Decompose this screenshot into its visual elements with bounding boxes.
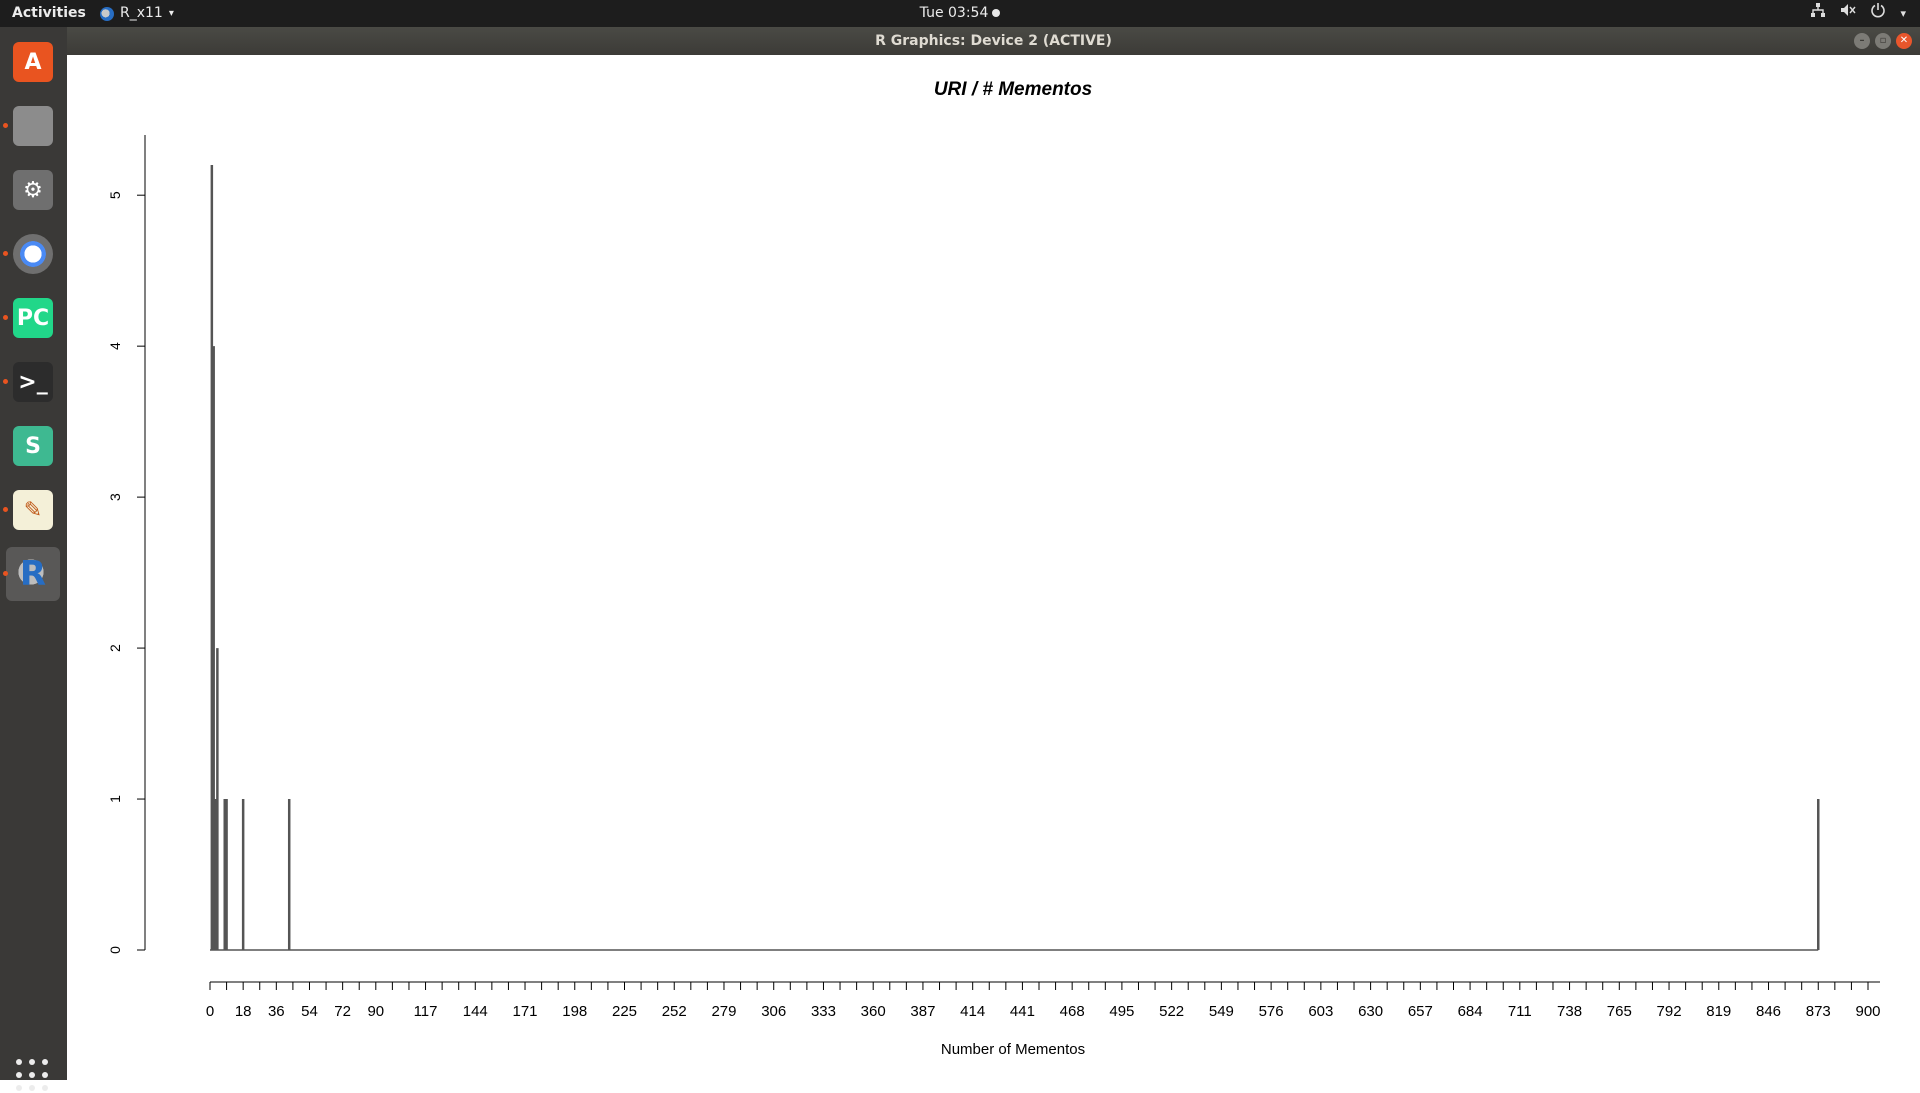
show-applications-icon[interactable] — [14, 1057, 50, 1093]
x-tick-label: 738 — [1557, 1003, 1582, 1020]
x-tick-label: 387 — [910, 1003, 935, 1020]
x-tick-label: 279 — [711, 1003, 736, 1020]
dock-item-chromium[interactable] — [3, 227, 60, 281]
x-tick-label: 900 — [1855, 1003, 1880, 1020]
x-tick-label: 495 — [1109, 1003, 1134, 1020]
running-indicator-icon — [3, 507, 8, 512]
histogram-chart: URI / # Mementos 0 1 2 3 4 5 0 18 36 54 72 90 117 144 1… — [107, 79, 1881, 1058]
x-tick-label: 252 — [662, 1003, 687, 1020]
window-title: R Graphics: Device 2 (ACTIVE) — [875, 33, 1112, 49]
ubuntu-software-icon: A — [13, 42, 53, 82]
network-icon[interactable] — [1810, 0, 1826, 27]
x-tick-label: 18 — [235, 1003, 252, 1020]
close-icon[interactable]: ✕ — [1896, 33, 1912, 49]
dock-item-terminal[interactable]: >_ — [3, 355, 60, 409]
x-tick-label: 72 — [334, 1003, 351, 1020]
dock-item-text-editor[interactable]: ✎ — [3, 483, 60, 537]
x-axis-label: Number of Mementos — [941, 1041, 1085, 1058]
x-tick-label: 873 — [1806, 1003, 1831, 1020]
x-tick-label: 711 — [1508, 1003, 1532, 1020]
pycharm-icon: PC — [13, 298, 53, 338]
x-tick-label: 333 — [811, 1003, 836, 1020]
y-tick-label: 1 — [107, 795, 123, 803]
power-icon[interactable] — [1870, 0, 1886, 27]
slack-icon: S — [13, 426, 53, 466]
running-indicator-icon — [3, 315, 8, 320]
running-indicator-icon — [3, 251, 8, 256]
running-indicator-icon — [3, 379, 8, 384]
top-bar: Activities R_x11 ▾ Tue 03:54 ▾ — [0, 0, 1920, 27]
dock-item-pycharm[interactable]: PC — [3, 291, 60, 345]
y-tick-label: 0 — [107, 946, 123, 954]
x-tick-label: 846 — [1756, 1003, 1781, 1020]
app-menu-label: R_x11 — [120, 5, 163, 21]
x-tick-label: 117 — [414, 1003, 438, 1020]
x-tick-label: 684 — [1458, 1003, 1483, 1020]
x-tick-label: 549 — [1209, 1003, 1234, 1020]
x-tick-label: 657 — [1408, 1003, 1433, 1020]
chevron-down-icon: ▾ — [168, 8, 174, 19]
x-tick-label: 171 — [513, 1003, 538, 1020]
x-tick-label: 360 — [861, 1003, 886, 1020]
clock-label[interactable]: Tue 03:54 — [919, 5, 989, 21]
x-tick-label: 54 — [301, 1003, 318, 1020]
x-tick-label: 603 — [1308, 1003, 1333, 1020]
maximize-icon[interactable]: ▫ — [1875, 33, 1891, 49]
x-tick-label: 765 — [1607, 1003, 1632, 1020]
r-app-icon — [100, 6, 114, 21]
clock: Tue 03:54 — [0, 0, 1920, 27]
notification-dot-icon — [992, 9, 1001, 17]
dock-item-r[interactable]: R — [3, 547, 60, 601]
dock-item-ubuntu-software[interactable]: A — [6, 35, 60, 89]
x-tick-label: 792 — [1657, 1003, 1682, 1020]
x-tick-label: 441 — [1010, 1003, 1035, 1020]
x-tick-label: 225 — [612, 1003, 637, 1020]
volume-icon[interactable] — [1840, 0, 1857, 27]
files-icon — [13, 106, 53, 146]
system-tray[interactable]: ▾ — [1810, 0, 1906, 27]
window-title-bar[interactable]: R Graphics: Device 2 (ACTIVE) – ▫ ✕ — [67, 27, 1920, 55]
x-tick-label: 630 — [1358, 1003, 1383, 1020]
r-icon: R — [13, 554, 53, 594]
system-menu-caret-icon[interactable]: ▾ — [1900, 7, 1906, 20]
activities-button[interactable]: Activities — [12, 5, 86, 21]
y-tick-label: 5 — [107, 191, 123, 199]
dock-item-slack[interactable]: S — [6, 419, 60, 473]
x-tick-label: 576 — [1259, 1003, 1284, 1020]
y-tick-label: 4 — [107, 342, 123, 350]
y-tick-label: 3 — [107, 493, 123, 501]
y-tick-label: 2 — [107, 644, 123, 652]
chart-title: URI / # Mementos — [934, 79, 1092, 100]
x-tick-label: 0 — [206, 1003, 214, 1020]
x-tick-label: 90 — [367, 1003, 384, 1020]
x-tick-label: 144 — [463, 1003, 488, 1020]
x-tick-label: 36 — [268, 1003, 285, 1020]
terminal-icon: >_ — [13, 362, 53, 402]
x-tick-label: 468 — [1060, 1003, 1085, 1020]
dock: A ⚙ PC >_ S ✎ R — [0, 27, 67, 1091]
x-tick-label: 819 — [1706, 1003, 1731, 1020]
x-tick-label: 198 — [562, 1003, 587, 1020]
plot-canvas: URI / # Mementos 0 1 2 3 4 5 0 18 36 54 72 90 117 144 1… — [67, 55, 1920, 1080]
system-settings-icon: ⚙ — [13, 170, 53, 210]
dock-item-files[interactable] — [3, 99, 60, 153]
x-tick-label: 522 — [1159, 1003, 1184, 1020]
running-indicator-icon — [3, 571, 8, 576]
text-editor-icon: ✎ — [13, 490, 53, 530]
x-tick-label: 414 — [960, 1003, 985, 1020]
running-indicator-icon — [3, 123, 8, 128]
x-tick-label: 306 — [761, 1003, 786, 1020]
app-menu[interactable]: R_x11 ▾ — [100, 0, 174, 27]
dock-item-system-settings[interactable]: ⚙ — [6, 163, 60, 217]
minimize-icon[interactable]: – — [1854, 33, 1870, 49]
chromium-icon — [13, 234, 53, 274]
